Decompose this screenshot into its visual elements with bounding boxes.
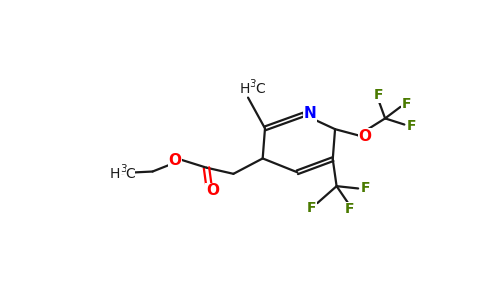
Text: O: O bbox=[206, 183, 219, 198]
Text: F: F bbox=[374, 88, 383, 102]
Text: O: O bbox=[168, 153, 182, 168]
Text: N: N bbox=[303, 106, 316, 121]
Text: H: H bbox=[110, 167, 120, 181]
Text: F: F bbox=[345, 202, 354, 216]
Text: F: F bbox=[407, 119, 416, 133]
Text: 3: 3 bbox=[250, 79, 256, 89]
Text: F: F bbox=[306, 202, 316, 215]
Text: C: C bbox=[126, 167, 136, 181]
Text: H: H bbox=[239, 82, 250, 96]
Text: F: F bbox=[361, 182, 370, 196]
Text: F: F bbox=[402, 97, 411, 111]
Text: 3: 3 bbox=[120, 164, 127, 174]
Text: O: O bbox=[359, 129, 372, 144]
Text: C: C bbox=[255, 82, 265, 96]
